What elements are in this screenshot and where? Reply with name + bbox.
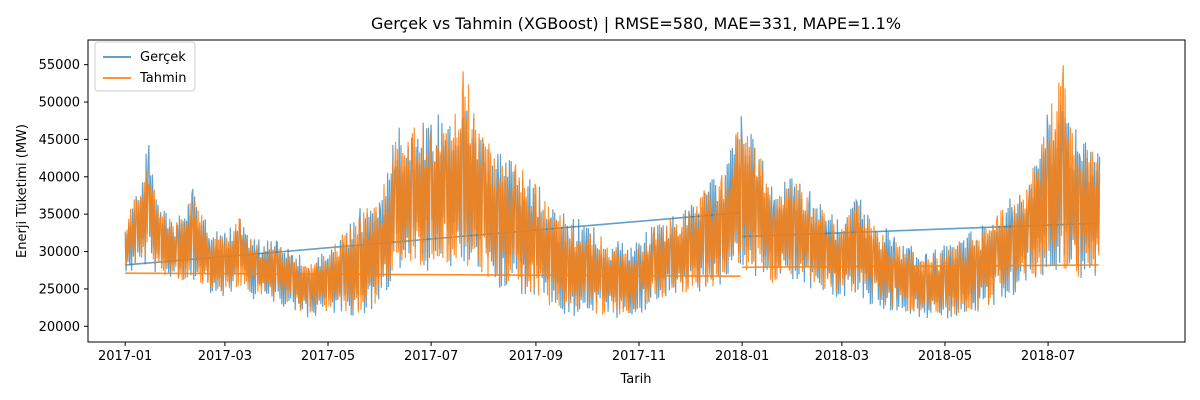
y-tick-label: 45000 (39, 133, 80, 148)
y-tick-label: 35000 (39, 208, 80, 223)
legend: Gerçek Tahmin (94, 41, 196, 92)
x-tick-label: 2018-07 (1021, 349, 1075, 364)
y-tick-label: 55000 (39, 58, 80, 73)
x-tick-label: 2018-05 (918, 349, 972, 364)
legend-label-tahmin: Tahmin (139, 71, 187, 86)
y-axis: 20000 25000 30000 35000 40000 45000 50000 55000 (39, 58, 88, 335)
y-tick-label: 20000 (39, 320, 80, 335)
x-tick-label: 2017-07 (404, 349, 458, 364)
series-tahmin-line (124, 65, 1101, 315)
y-axis-label: Enerji Tüketimi (MW) (15, 124, 30, 258)
y-tick-label: 25000 (39, 282, 80, 297)
x-tick-label: 2018-03 (815, 349, 869, 364)
series-layer (124, 65, 1101, 319)
plot-frame (87, 39, 1186, 343)
x-tick-label: 2017-03 (198, 349, 252, 364)
y-tick-label: 40000 (39, 170, 80, 185)
x-tick-label: 2017-01 (98, 349, 152, 364)
x-tick-label: 2017-09 (509, 349, 563, 364)
x-tick-label: 2017-05 (301, 349, 355, 364)
chart-title: Gerçek vs Tahmin (XGBoost) | RMSE=580, M… (371, 14, 901, 33)
x-axis: 2017-01 2017-03 2017-05 2017-07 2017-09 2017-… (98, 342, 1075, 364)
y-tick-label: 50000 (39, 96, 80, 111)
y-tick-label: 30000 (39, 245, 80, 260)
legend-label-gercek: Gerçek (140, 50, 186, 65)
x-tick-label: 2017-11 (612, 349, 666, 364)
x-tick-label: 2018-01 (715, 349, 769, 364)
x-axis-label: Tarih (620, 372, 652, 387)
